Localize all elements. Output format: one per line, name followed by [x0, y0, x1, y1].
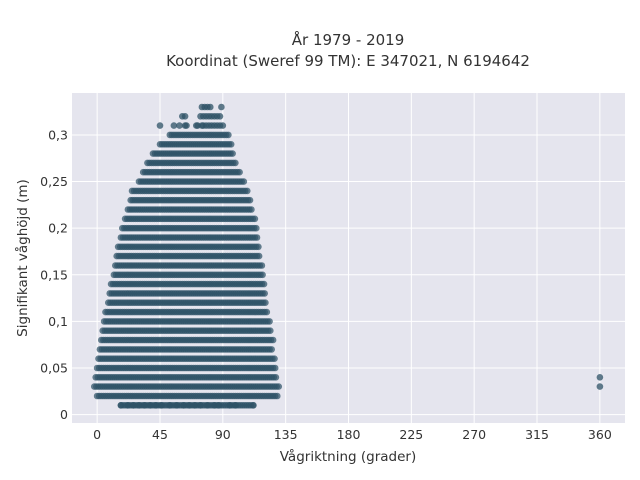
x-axis-ticks: 0 45 90 135 180 225 270 315 360 [93, 427, 612, 442]
y-tick-label: 0,1 [48, 314, 68, 329]
data-point [232, 159, 239, 167]
data-point [274, 392, 281, 400]
chart-title-line-1: År 1979 - 2019 [292, 30, 405, 49]
y-axis-ticks: 0 0,05 0,1 0,15 0,2 0,25 0,3 [40, 127, 68, 422]
data-point [183, 122, 190, 129]
data-point [229, 150, 236, 157]
data-point [191, 402, 199, 409]
data-points [91, 103, 604, 409]
x-tick-label: 225 [399, 427, 423, 442]
data-point [260, 280, 268, 288]
data-point [204, 402, 211, 409]
y-tick-label: 0,05 [40, 361, 68, 376]
data-point [263, 308, 271, 316]
x-tick-label: 315 [525, 427, 549, 442]
data-point [252, 224, 260, 232]
data-point [216, 113, 224, 120]
data-point [166, 402, 174, 409]
data-point [225, 131, 232, 139]
data-point [158, 402, 165, 409]
data-point [262, 299, 269, 307]
data-point [181, 113, 189, 120]
data-point [135, 402, 143, 409]
data-point [244, 187, 251, 195]
data-point [146, 402, 154, 409]
y-axis-title: Signifikant våghöjd (m) [14, 179, 31, 337]
data-point [236, 168, 243, 176]
data-point [275, 383, 283, 390]
data-point [170, 122, 178, 129]
data-point [173, 402, 180, 409]
data-point [207, 103, 214, 111]
x-tick-label: 135 [274, 427, 298, 442]
x-tick-label: 45 [152, 427, 168, 442]
data-point [269, 336, 277, 344]
data-point [232, 402, 239, 409]
data-point [197, 402, 204, 409]
x-tick-label: 180 [337, 427, 361, 442]
data-point [255, 243, 262, 251]
x-tick-label: 90 [215, 427, 231, 442]
data-point [219, 122, 227, 129]
data-point [271, 355, 278, 363]
data-point [130, 402, 137, 409]
data-point [246, 196, 254, 204]
y-tick-label: 0 [60, 407, 68, 422]
x-axis-title: Vågriktning (grader) [280, 448, 417, 465]
data-point [176, 122, 183, 129]
grid-lines [72, 93, 625, 423]
x-tick-label: 270 [462, 427, 486, 442]
data-point [251, 215, 259, 223]
data-point [272, 374, 280, 381]
data-point [156, 122, 164, 129]
data-point [268, 346, 276, 353]
data-point [267, 327, 274, 335]
y-tick-label: 0,25 [40, 174, 68, 189]
data-point [152, 402, 160, 409]
x-tick-label: 360 [588, 427, 612, 442]
data-point [258, 262, 266, 269]
data-point [261, 290, 269, 297]
data-point [117, 402, 125, 409]
data-point [124, 402, 132, 409]
data-point [180, 402, 187, 409]
data-point [186, 402, 193, 409]
data-point [141, 402, 148, 409]
data-point [218, 103, 225, 111]
y-tick-label: 0,15 [40, 267, 68, 282]
data-point [596, 374, 604, 381]
data-point [266, 318, 273, 325]
y-tick-label: 0,3 [48, 127, 68, 142]
data-point [215, 402, 222, 409]
data-point [255, 252, 263, 260]
data-point [596, 383, 604, 390]
data-point [248, 206, 255, 213]
data-point [253, 234, 261, 241]
data-point [226, 402, 234, 409]
data-point [259, 271, 266, 279]
data-point [240, 178, 248, 185]
data-point [271, 364, 279, 372]
chart-title-line-2: Koordinat (Sweref 99 TM): E 347021, N 61… [166, 52, 530, 70]
data-point [250, 402, 257, 409]
x-tick-label: 0 [93, 427, 101, 442]
y-tick-label: 0,2 [48, 221, 68, 236]
data-point [227, 141, 235, 148]
